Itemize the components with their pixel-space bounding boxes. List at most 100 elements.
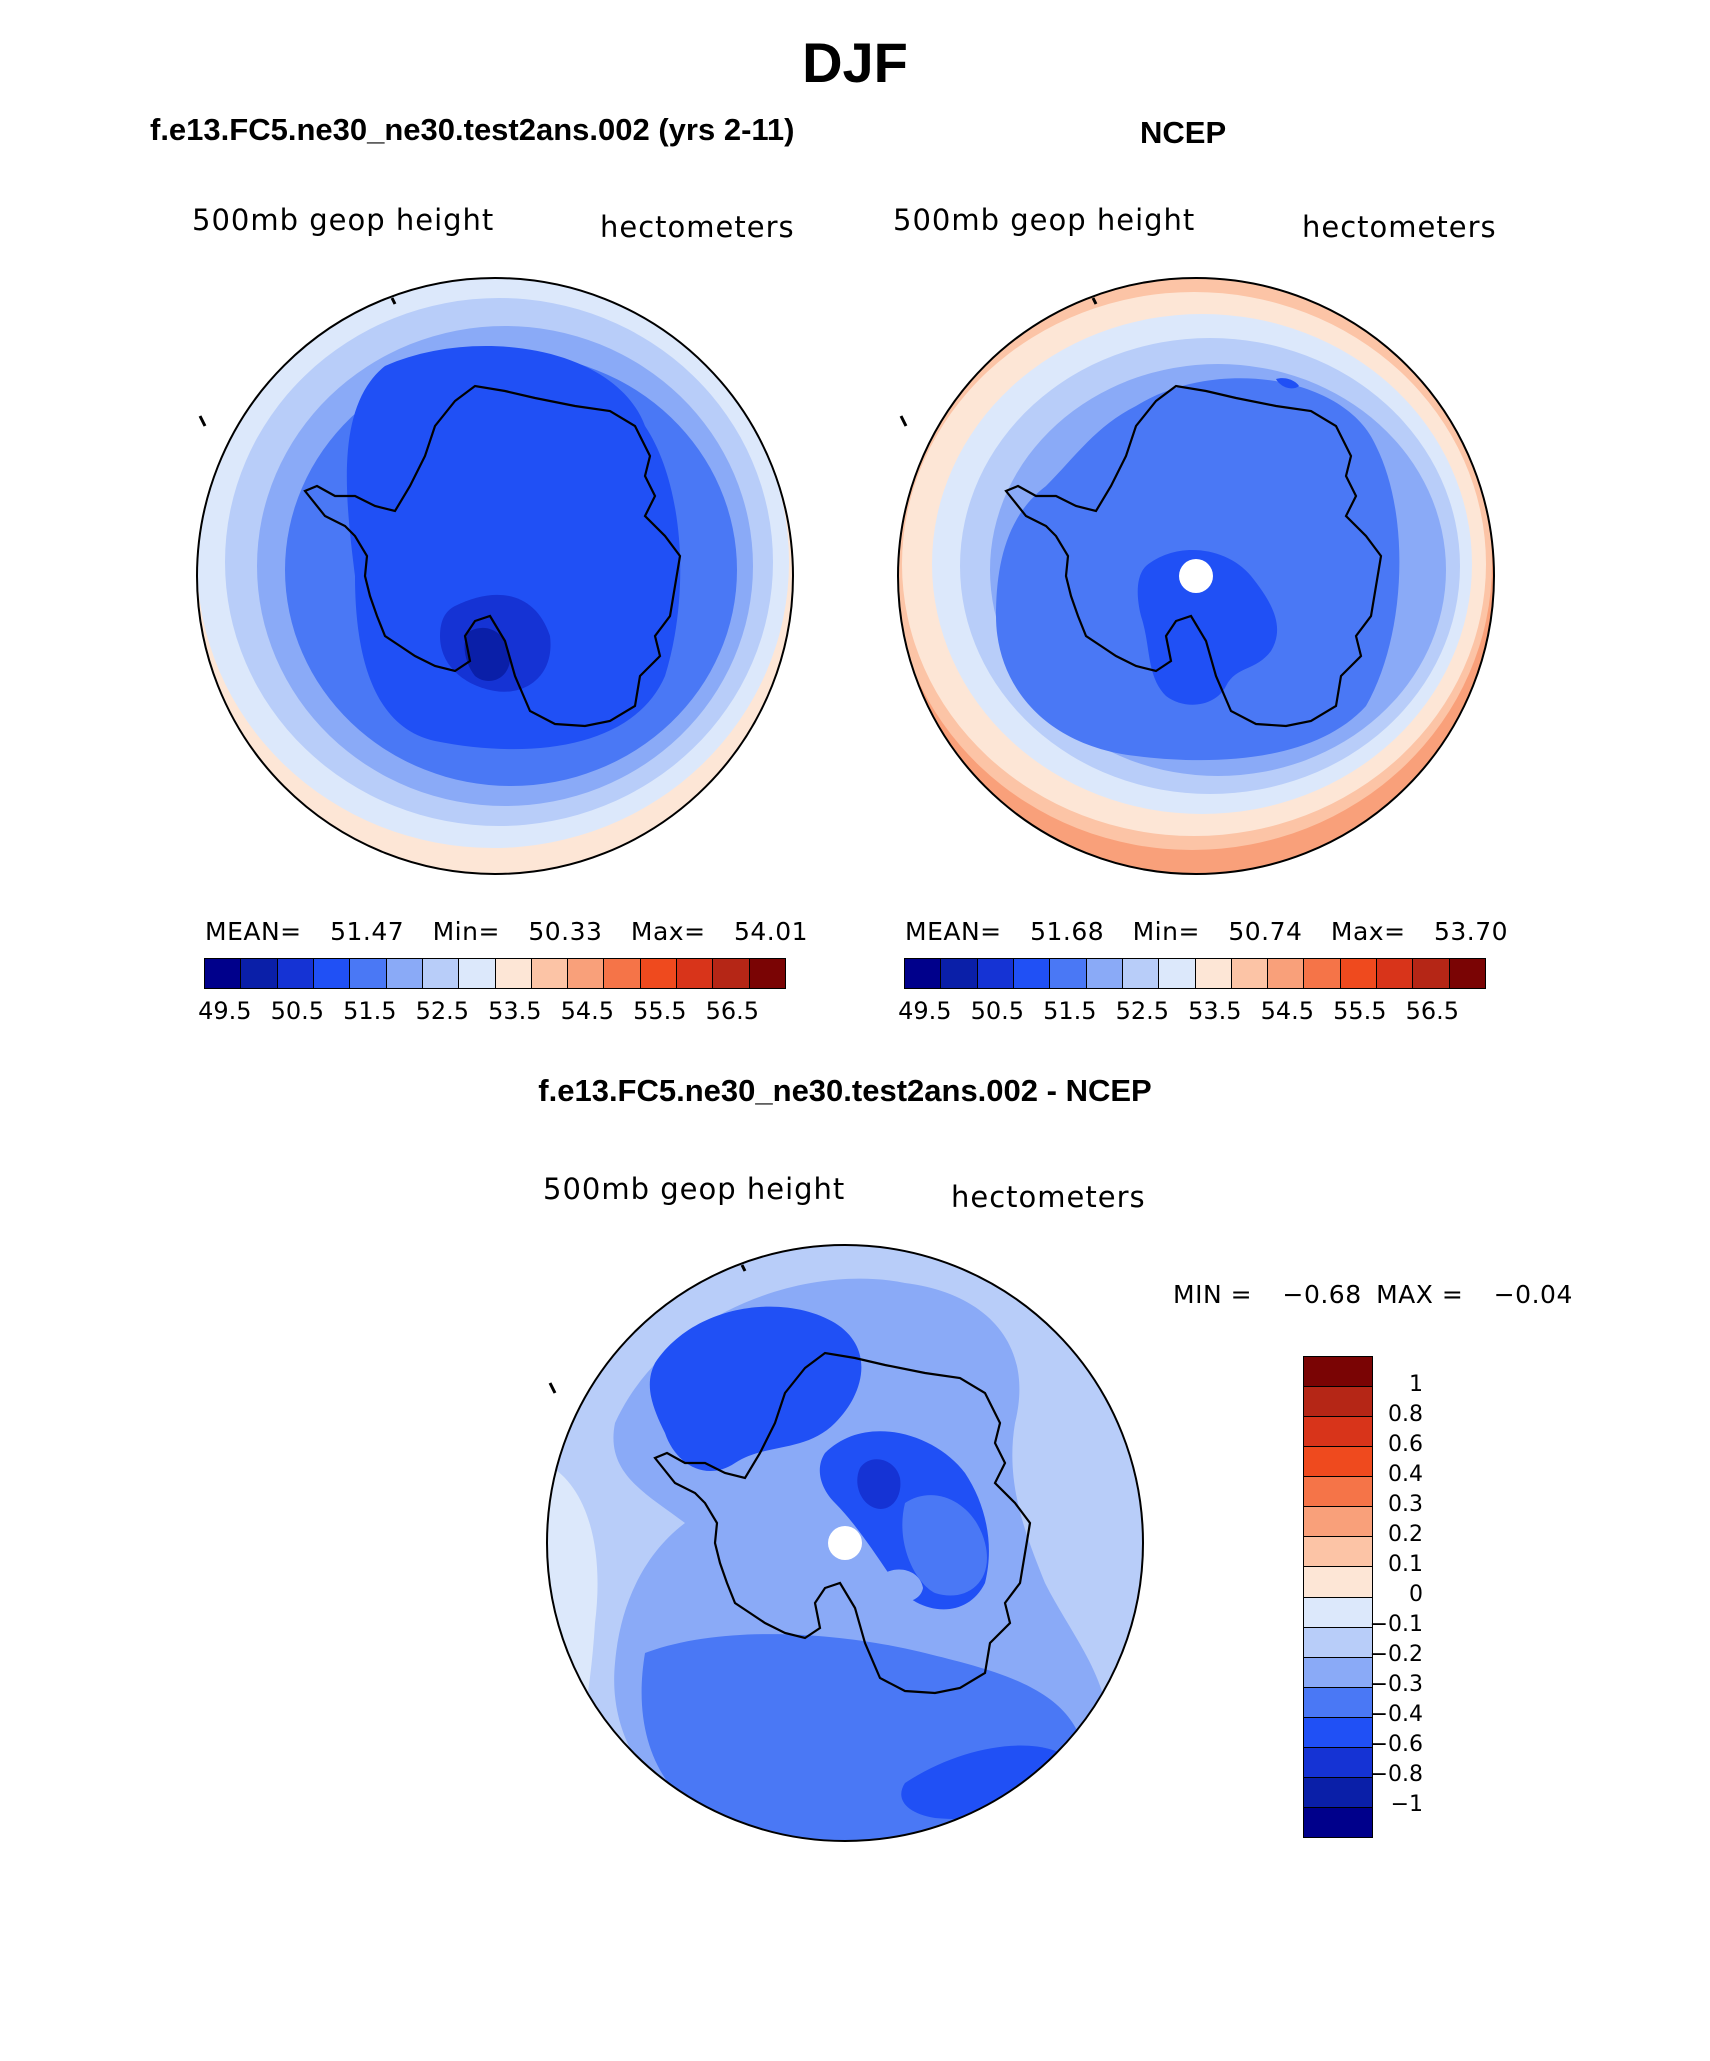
antarctica-coastline: [1004, 384, 1383, 728]
model-units-label: hectometers: [600, 210, 795, 244]
contour-band: [649, 1306, 862, 1472]
model-mean-value: 51.47: [330, 917, 405, 946]
colorbar-tick-label: 52.5: [1115, 997, 1170, 1025]
map-boundary: [546, 1244, 1144, 1842]
colorbar-swatch: [1304, 1477, 1372, 1508]
colorbar-swatch: [350, 959, 387, 988]
diff-variable-label: 500mb geop height: [543, 1172, 846, 1206]
colorbar-swatch: [1304, 1627, 1372, 1658]
colorbar-swatch: [1304, 1567, 1372, 1598]
obs-units-label: hectometers: [1302, 210, 1497, 244]
colorbar-tick-label: 1: [1409, 1372, 1423, 1397]
colorbar-tick-label: −0.2: [1369, 1642, 1423, 1667]
obs-variable-label: 500mb geop height: [893, 203, 1196, 237]
colorbar-tick-label: 53.5: [488, 997, 542, 1025]
colorbar-swatch: [1340, 959, 1378, 988]
colorbar-swatch: [640, 959, 678, 988]
map-boundary: [196, 277, 794, 875]
colorbar-tick-label: 0.2: [1388, 1522, 1423, 1547]
model-mean-label: MEAN=: [205, 917, 302, 946]
colorbar-swatch: [749, 959, 785, 988]
pole-marker: [1179, 559, 1213, 593]
colorbar-swatch: [1050, 959, 1087, 988]
contour-band: [902, 1495, 987, 1596]
colorbar-swatch: [1268, 959, 1305, 988]
colorbar-swatch: [1304, 1657, 1372, 1688]
colorbar-tick-label: 53.5: [1188, 997, 1242, 1025]
figure-title: DJF: [802, 31, 908, 94]
model-max-value: 54.01: [734, 917, 809, 946]
colorbar-tick-label: 0.3: [1388, 1492, 1423, 1517]
contour-band: [547, 1245, 598, 1841]
colorbar-swatch: [1304, 1747, 1372, 1778]
colorbar-swatch: [604, 959, 641, 988]
diff-min-label: MIN =: [1173, 1280, 1253, 1309]
colorbar-tick-label: −1: [1390, 1792, 1423, 1817]
obs-min-value: 50.74: [1228, 917, 1303, 946]
colorbar-swatch: [1304, 959, 1341, 988]
colorbar-tick-label: 0: [1409, 1582, 1423, 1607]
model-colorbar: [204, 958, 786, 989]
antarctica-coastline: [303, 384, 682, 728]
colorbar-swatch: [1304, 1507, 1372, 1538]
model-min-label: Min=: [432, 917, 500, 946]
colorbar-swatch: [1013, 959, 1051, 988]
coastline-island: [740, 1264, 747, 1272]
diff-panel-title: f.e13.FC5.ne30_ne30.test2ans.002 - NCEP: [538, 1073, 1152, 1108]
colorbar-tick-label: 50.5: [270, 997, 325, 1025]
model-variable-label: 500mb geop height: [192, 203, 495, 237]
colorbar-tick-label: 56.5: [1405, 997, 1460, 1025]
obs-max-label: Max=: [1330, 917, 1406, 946]
colorbar-swatch: [241, 959, 278, 988]
contour-band: [346, 346, 681, 750]
colorbar-swatch: [1377, 959, 1414, 988]
obs-panel-title: NCEP: [1140, 115, 1227, 150]
colorbar-swatch: [1413, 959, 1450, 988]
obs-mean-label: MEAN=: [905, 917, 1002, 946]
colorbar-tick-label: −0.4: [1369, 1702, 1423, 1727]
colorbar-swatch: [313, 959, 351, 988]
coastline-island: [899, 415, 908, 427]
coastline-island: [390, 297, 397, 305]
antarctica-coastline: [653, 1351, 1032, 1695]
diff-polar-map: [546, 1244, 1144, 1842]
colorbar-swatch: [1122, 959, 1160, 988]
colorbar-swatch: [1304, 1777, 1372, 1808]
coastline-island: [1091, 297, 1098, 305]
obs-colorbar: [904, 958, 1486, 989]
colorbar-swatch: [386, 959, 423, 988]
model-max-label: Max=: [630, 917, 706, 946]
colorbar-swatch: [1304, 1447, 1372, 1478]
contour-band: [464, 627, 510, 681]
colorbar-tick-label: 50.5: [970, 997, 1025, 1025]
colorbar-swatch: [1195, 959, 1232, 988]
colorbar-tick-label: −0.1: [1369, 1612, 1423, 1637]
colorbar-tick-label: 55.5: [633, 997, 687, 1025]
colorbar-swatch: [941, 959, 978, 988]
colorbar-swatch: [459, 959, 496, 988]
model-min-value: 50.33: [528, 917, 603, 946]
diff-units-label: hectometers: [951, 1180, 1146, 1214]
colorbar-swatch: [1304, 1687, 1372, 1718]
coastline-island: [198, 415, 207, 427]
obs-stats: MEAN= 51.68 Min= 50.74 Max= 53.70: [905, 917, 1508, 946]
colorbar-tick-label: 49.5: [198, 997, 252, 1025]
obs-polar-map: [897, 277, 1495, 875]
obs-max-value: 53.70: [1434, 917, 1509, 946]
colorbar-swatch: [205, 959, 242, 988]
colorbar-swatch: [1086, 959, 1123, 988]
diff-stats: MIN = −0.68 MAX = −0.04: [1173, 1280, 1573, 1309]
colorbar-tick-label: 0.6: [1388, 1432, 1423, 1457]
colorbar-tick-label: 0.8: [1388, 1402, 1423, 1427]
pole-marker: [828, 1526, 862, 1560]
diff-max-value: −0.04: [1493, 1280, 1573, 1309]
model-polar-map: [196, 277, 794, 875]
colorbar-swatch: [1304, 1597, 1372, 1628]
obs-mean-value: 51.68: [1030, 917, 1105, 946]
colorbar-swatch: [1304, 1537, 1372, 1568]
colorbar-tick-label: 54.5: [560, 997, 615, 1025]
model-stats: MEAN= 51.47 Min= 50.33 Max= 54.01: [205, 917, 808, 946]
colorbar-tick-label: 51.5: [1043, 997, 1097, 1025]
colorbar-tick-label: −0.6: [1369, 1732, 1423, 1757]
obs-min-label: Min=: [1132, 917, 1200, 946]
